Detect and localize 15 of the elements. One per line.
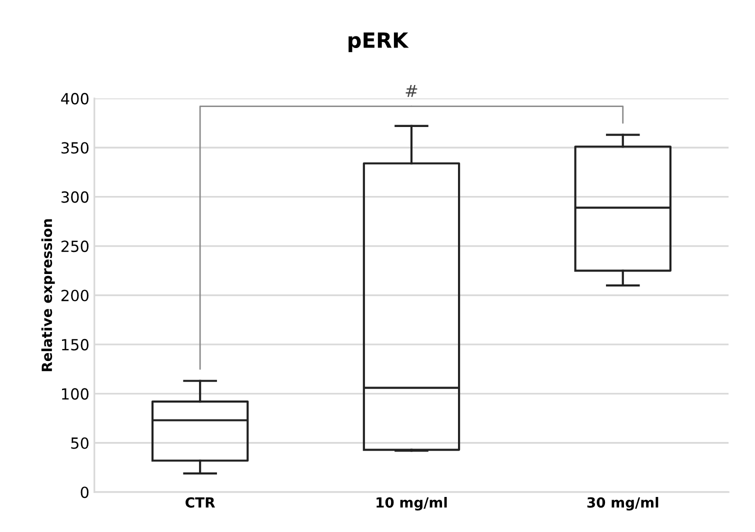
y-tick-label: 150 (62, 338, 88, 350)
y-tick-label: 300 (62, 191, 88, 203)
text: # (406, 84, 418, 97)
y-tick-label: 350 (62, 142, 88, 154)
y-tick-label: 50 (71, 437, 88, 449)
y-tick-label: 100 (62, 388, 88, 400)
y-tick-label: 400 (61, 92, 88, 104)
y-axis-title: Relative expression (41, 219, 55, 372)
x-tick-label: CTR (186, 497, 215, 508)
y-tick-label: 250 (61, 240, 88, 252)
chart-title: pERK (348, 32, 409, 52)
y-tick-label: 200 (61, 290, 88, 302)
y-tick-label: 0 (80, 486, 88, 498)
x-tick-label: 30 mg/ml (587, 496, 658, 511)
x-tick-label: 10 mg/ml (376, 496, 447, 511)
